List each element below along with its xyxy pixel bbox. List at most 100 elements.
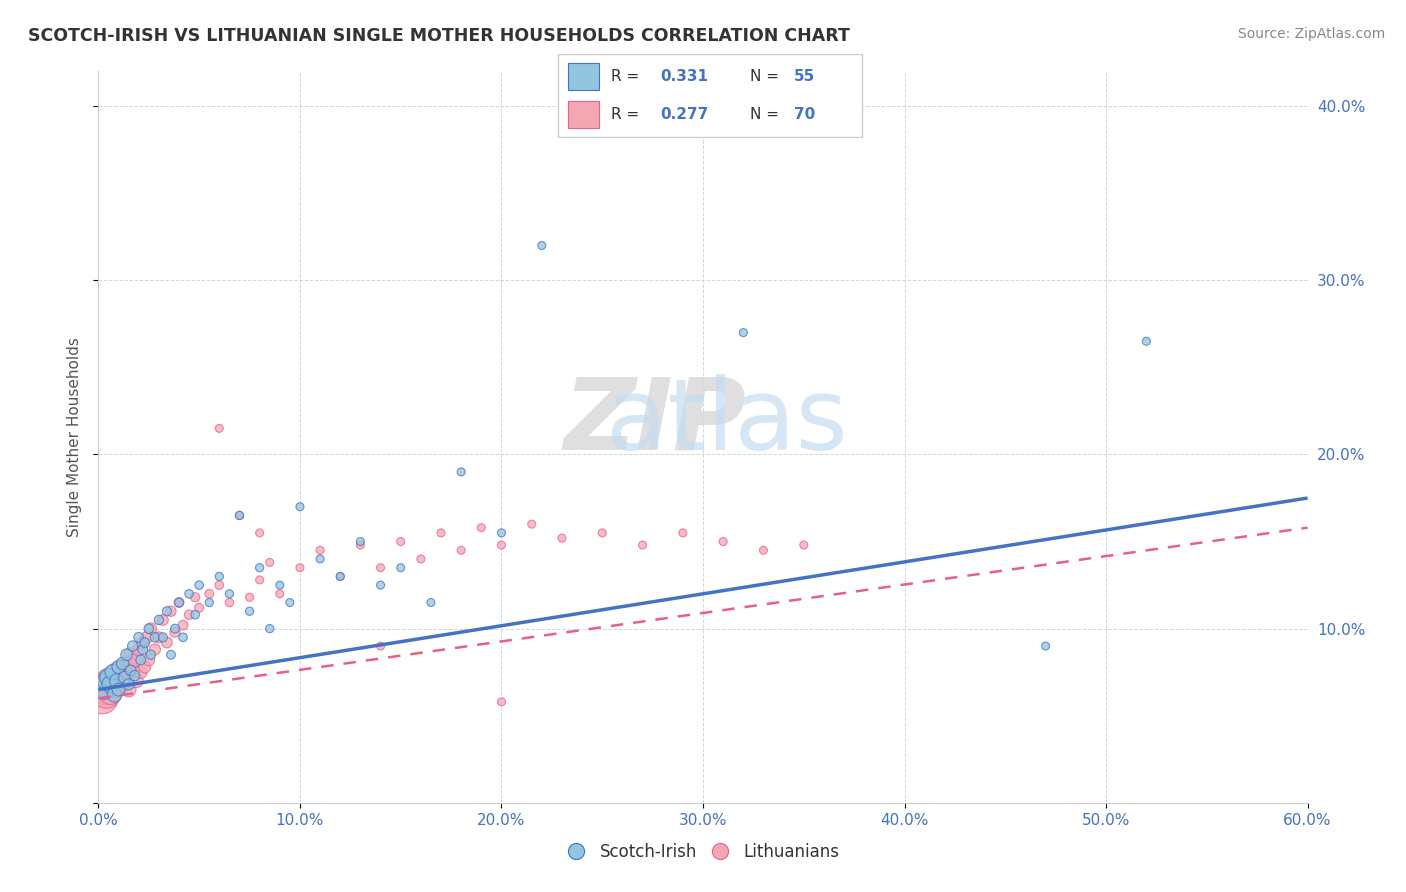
Point [198, 595, 221, 609]
Point [430, 525, 453, 540]
Point [148, 613, 170, 627]
Point [491, 695, 513, 709]
Point [349, 534, 371, 549]
Point [591, 525, 613, 540]
Point [132, 635, 155, 649]
Point [733, 326, 755, 340]
Point [389, 560, 412, 574]
Point [152, 613, 174, 627]
Point [105, 665, 128, 680]
Point [128, 631, 150, 645]
Bar [568, 62, 599, 90]
Point [96, 673, 118, 688]
Point [110, 667, 132, 681]
Point [184, 591, 207, 605]
Point [105, 673, 128, 688]
Point [218, 587, 240, 601]
Point [107, 677, 129, 691]
Point [551, 531, 574, 545]
Point [228, 508, 250, 523]
Point [115, 648, 138, 662]
Point [107, 660, 129, 674]
Point [188, 578, 211, 592]
Text: N =: N = [751, 69, 785, 84]
Point [329, 569, 352, 583]
Point [491, 538, 513, 552]
Point [143, 642, 166, 657]
Point [111, 657, 134, 671]
Point [138, 653, 160, 667]
Point [520, 517, 543, 532]
Point [409, 552, 432, 566]
Point [530, 238, 553, 252]
Point [143, 631, 166, 645]
Point [114, 660, 136, 674]
Point [118, 657, 141, 671]
Point [349, 538, 371, 552]
Point [139, 622, 162, 636]
Point [107, 682, 129, 697]
Point [97, 677, 120, 691]
Point [198, 587, 221, 601]
Point [1035, 639, 1057, 653]
Point [793, 538, 815, 552]
FancyBboxPatch shape [558, 54, 862, 137]
Text: R =: R = [612, 107, 644, 122]
Text: N =: N = [751, 107, 785, 122]
Point [160, 604, 183, 618]
Point [97, 673, 120, 688]
Point [208, 569, 231, 583]
Text: 55: 55 [793, 69, 815, 84]
Point [120, 664, 142, 678]
Point [259, 556, 281, 570]
Point [128, 642, 150, 657]
Point [269, 587, 291, 601]
Point [111, 677, 134, 691]
Point [152, 631, 174, 645]
Point [115, 670, 138, 684]
Point [93, 682, 115, 697]
Point [96, 688, 118, 702]
Point [450, 465, 472, 479]
Point [160, 648, 183, 662]
Point [249, 573, 271, 587]
Point [100, 686, 122, 700]
Text: Source: ZipAtlas.com: Source: ZipAtlas.com [1237, 27, 1385, 41]
Y-axis label: Single Mother Households: Single Mother Households [67, 337, 83, 537]
Point [132, 642, 155, 657]
Point [188, 600, 211, 615]
Point [167, 595, 190, 609]
Point [148, 631, 170, 645]
Point [172, 631, 194, 645]
Point [135, 631, 157, 645]
Point [139, 648, 162, 662]
Point [103, 688, 125, 702]
Point [118, 682, 141, 697]
Point [288, 560, 311, 574]
Point [420, 595, 443, 609]
Point [278, 595, 301, 609]
Point [491, 525, 513, 540]
Point [179, 607, 201, 622]
Point [218, 595, 240, 609]
Bar [568, 101, 599, 128]
Point [120, 648, 142, 662]
Text: SCOTCH-IRISH VS LITHUANIAN SINGLE MOTHER HOUSEHOLDS CORRELATION CHART: SCOTCH-IRISH VS LITHUANIAN SINGLE MOTHER… [28, 27, 851, 45]
Point [103, 681, 125, 695]
Point [97, 670, 120, 684]
Point [129, 665, 152, 680]
Point [470, 521, 492, 535]
Point [118, 677, 141, 691]
Point [752, 543, 775, 558]
Point [259, 622, 281, 636]
Point [249, 525, 271, 540]
Point [121, 639, 143, 653]
Point [124, 668, 146, 682]
Point [370, 578, 392, 592]
Point [179, 587, 201, 601]
Point [631, 538, 654, 552]
Point [107, 672, 129, 686]
Point [125, 673, 148, 688]
Point [163, 625, 186, 640]
Point [184, 607, 207, 622]
